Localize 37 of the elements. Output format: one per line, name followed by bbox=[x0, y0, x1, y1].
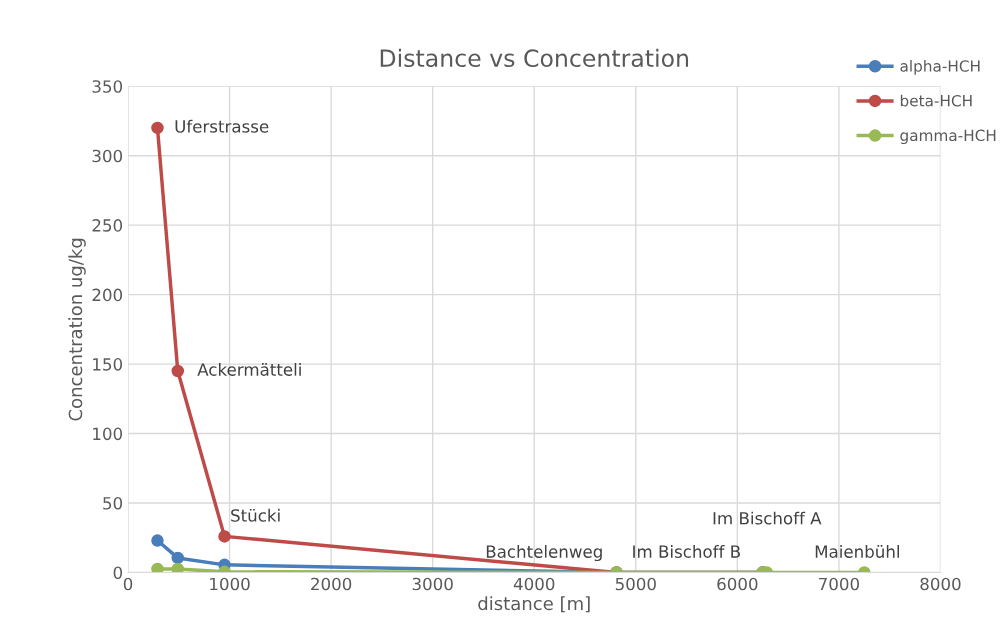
point bbox=[151, 562, 164, 573]
x-tick-label: 6000 bbox=[717, 577, 758, 591]
annotation: Im Bischoff A bbox=[713, 511, 822, 525]
y-tick-label: 350 bbox=[92, 80, 123, 93]
x-tick-label: 3000 bbox=[412, 577, 453, 591]
point bbox=[171, 562, 185, 573]
point bbox=[218, 530, 231, 543]
point bbox=[151, 121, 164, 135]
y-tick-label: 100 bbox=[93, 427, 123, 441]
y-tick-label: 0 bbox=[113, 566, 123, 580]
x-axis-title: distance [m] bbox=[478, 596, 590, 613]
annotation: Maienbühl bbox=[815, 544, 899, 558]
y-tick-label: 150 bbox=[93, 358, 123, 371]
x-tick-label: 7000 bbox=[819, 577, 860, 591]
annotation: Im Bischoff B bbox=[633, 544, 740, 558]
y-tick-label: 300 bbox=[92, 149, 123, 163]
y-tick-label: 250 bbox=[92, 219, 123, 232]
annotation: Uferstrasse bbox=[175, 119, 269, 133]
x-tick-label: 2000 bbox=[311, 577, 352, 591]
legend-label: alpha-HCH bbox=[900, 60, 980, 75]
y-tick-label: 50 bbox=[103, 497, 123, 510]
annotation: Stücki bbox=[231, 508, 280, 522]
point bbox=[151, 534, 164, 547]
x-tick-label: 5000 bbox=[615, 577, 656, 591]
annotation: Bachtelenweg bbox=[486, 544, 602, 562]
y-axis-title: Concentration ug/kg bbox=[68, 238, 86, 421]
point bbox=[171, 364, 185, 378]
x-tick-label: 4000 bbox=[513, 577, 555, 591]
chart-title: Distance vs Concentration bbox=[380, 48, 689, 68]
x-tick-label: 1000 bbox=[210, 577, 250, 591]
x-tick-label: 0 bbox=[123, 577, 133, 591]
legend-label: beta-HCH bbox=[900, 94, 972, 107]
point bbox=[171, 551, 185, 565]
annotation: Ackermätteli bbox=[197, 362, 301, 376]
x-tick-label: 8000 bbox=[920, 577, 961, 591]
y-tick-label: 200 bbox=[92, 288, 123, 302]
legend-label: gamma-HCH bbox=[900, 129, 996, 145]
